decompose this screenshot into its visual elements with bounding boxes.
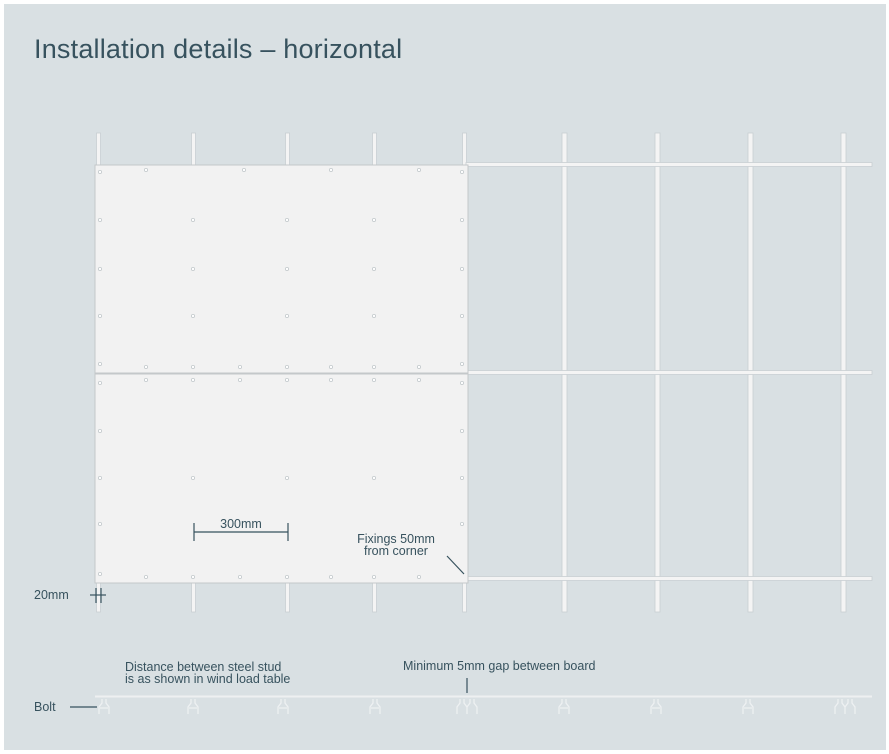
fixing-point — [98, 475, 103, 480]
fixing-point — [416, 167, 421, 172]
bolt-icon — [277, 699, 289, 714]
fixing-point — [284, 475, 289, 480]
fixing-point — [98, 169, 103, 174]
fixing-point — [284, 575, 289, 580]
bolt-icon — [742, 699, 754, 714]
fixing-point — [98, 217, 103, 222]
fixing-point — [143, 167, 148, 172]
fixing-point — [284, 377, 289, 382]
bolt-icon — [558, 699, 570, 714]
fixing-point — [459, 217, 464, 222]
gap-note: Minimum 5mm gap between board — [403, 659, 595, 673]
boards — [94, 164, 469, 584]
dimension-300mm-label: 300mm — [220, 517, 262, 531]
fixing-point — [459, 475, 464, 480]
bolt-icon — [369, 699, 381, 714]
bolt-icon — [834, 699, 856, 714]
fixing-point — [190, 475, 195, 480]
fixing-point — [143, 377, 148, 382]
dimension-300mm — [193, 523, 289, 541]
fixing-point — [98, 380, 103, 385]
fixing-point — [459, 361, 464, 366]
fixing-point — [98, 266, 103, 271]
fixing-point — [416, 377, 421, 382]
fixing-point — [284, 217, 289, 222]
fixing-point — [190, 575, 195, 580]
fixing-point — [237, 575, 242, 580]
fixing-point — [98, 313, 103, 318]
fixing-point — [190, 313, 195, 318]
fixing-point — [98, 522, 103, 527]
fixing-point — [371, 575, 376, 580]
fixing-point — [98, 428, 103, 433]
horizontal-rail — [465, 162, 873, 167]
fixing-point — [190, 266, 195, 271]
fixing-point — [459, 522, 464, 527]
fixing-point — [371, 475, 376, 480]
fixing-point — [416, 364, 421, 369]
fixing-point — [371, 377, 376, 382]
fixing-point — [328, 167, 333, 172]
fixings-note-line1: Fixings 50mm — [357, 532, 435, 546]
stud-distance-note-line1: Distance between steel stud — [125, 660, 281, 674]
fixing-point — [328, 575, 333, 580]
bolt-icon — [456, 699, 478, 714]
fixings-note-line2: from corner — [364, 544, 428, 558]
fixing-point — [371, 217, 376, 222]
fixings-leader-line — [446, 555, 465, 575]
fixing-points — [98, 167, 464, 580]
fixing-point — [371, 266, 376, 271]
fixing-point — [284, 266, 289, 271]
board-lower — [94, 373, 469, 584]
fixing-point — [416, 575, 421, 580]
fixing-point — [143, 575, 148, 580]
fixing-point — [190, 217, 195, 222]
fixing-point — [237, 377, 242, 382]
fixing-point — [371, 364, 376, 369]
fixing-point — [459, 428, 464, 433]
stud-distance-note-line2: is as shown in wind load table — [125, 672, 290, 686]
fixing-point — [190, 377, 195, 382]
fixing-point — [328, 364, 333, 369]
fixing-point — [190, 364, 195, 369]
fixing-point — [459, 380, 464, 385]
fixing-point — [459, 313, 464, 318]
bolt-label: Bolt — [34, 700, 56, 714]
horizontal-rail — [465, 576, 873, 581]
fixing-point — [284, 313, 289, 318]
horizontal-rail — [465, 370, 873, 375]
board-upper — [94, 164, 469, 374]
page-title: Installation details – horizontal — [34, 34, 403, 64]
bolt-icon — [98, 699, 110, 714]
edge-distance-label: 20mm — [34, 588, 69, 602]
fixing-point — [459, 169, 464, 174]
fixing-point — [237, 364, 242, 369]
fixing-point — [98, 361, 103, 366]
bolt-icon — [187, 699, 199, 714]
horizontal-rails — [465, 162, 873, 581]
fixing-point — [98, 572, 103, 577]
fixing-point — [328, 377, 333, 382]
fixing-point — [241, 167, 246, 172]
fixing-point — [284, 364, 289, 369]
fixing-point — [143, 364, 148, 369]
edge-distance-marker — [90, 588, 106, 603]
bolt-icon — [650, 699, 662, 714]
bolt-symbols — [98, 699, 856, 714]
fixing-point — [371, 313, 376, 318]
fixing-point — [459, 266, 464, 271]
